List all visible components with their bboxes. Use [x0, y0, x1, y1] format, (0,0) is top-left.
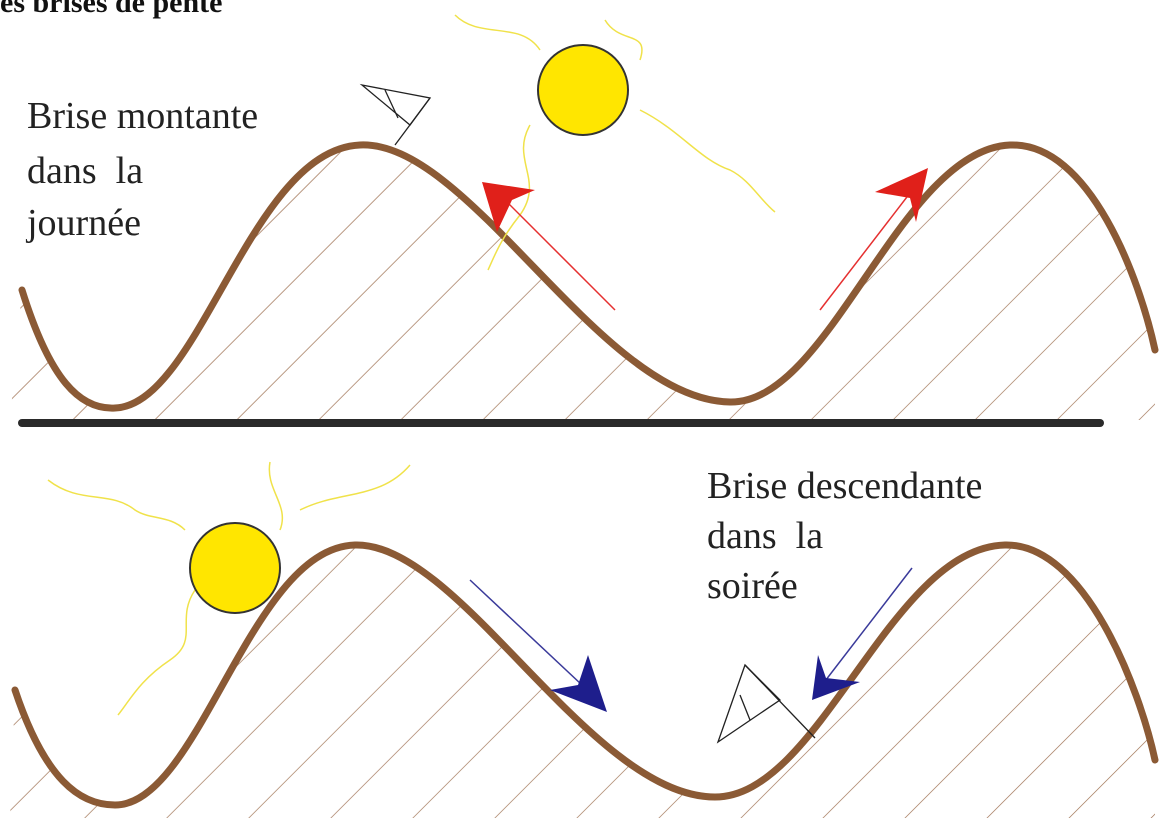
wind-arrow [469, 579, 599, 701]
hatching [10, 144, 1155, 420]
arrowhead [482, 182, 535, 232]
wind-arrow [819, 179, 921, 311]
sun [189, 522, 281, 614]
hill-profile [11, 541, 1159, 809]
hill-profile [18, 141, 1159, 412]
wind-arrow [821, 567, 913, 686]
arrowhead [812, 655, 860, 700]
arrowhead [550, 655, 607, 712]
sun-rays [47, 461, 411, 716]
arrowhead [875, 168, 928, 222]
label: journée [25, 202, 141, 244]
label: soirée [707, 565, 798, 607]
sun-rays [454, 14, 776, 271]
page-heading: Les brises de pente [0, 0, 223, 19]
sun [537, 44, 629, 136]
label: dans la [707, 515, 823, 557]
windsock [359, 83, 432, 146]
label: dans la [27, 150, 143, 192]
windsock [716, 663, 816, 744]
wind-arrow [499, 194, 616, 311]
label: Brise montante [27, 95, 258, 137]
hatching [10, 544, 1155, 818]
label: Brise descendante [707, 465, 982, 507]
